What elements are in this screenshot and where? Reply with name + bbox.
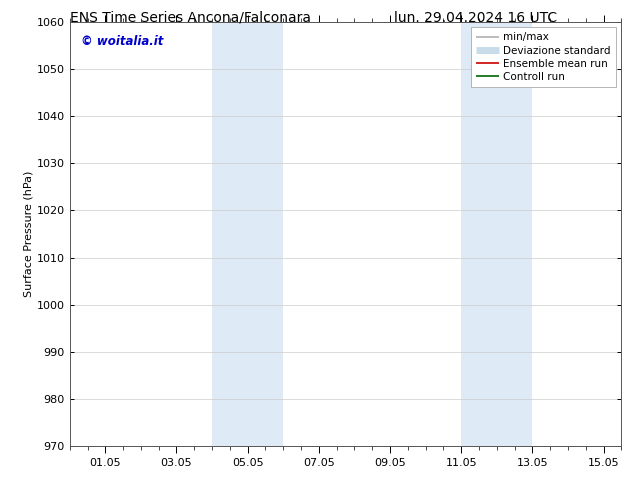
Bar (461, 22, 533, 446)
Text: ENS Time Series Ancona/Falconara: ENS Time Series Ancona/Falconara (70, 11, 311, 25)
Text: lun. 29.04.2024 16 UTC: lun. 29.04.2024 16 UTC (394, 11, 557, 25)
Text: © woitalia.it: © woitalia.it (81, 35, 163, 48)
Legend: min/max, Deviazione standard, Ensemble mean run, Controll run: min/max, Deviazione standard, Ensemble m… (471, 27, 616, 87)
Bar (212, 22, 283, 446)
Y-axis label: Surface Pressure (hPa): Surface Pressure (hPa) (24, 171, 34, 297)
